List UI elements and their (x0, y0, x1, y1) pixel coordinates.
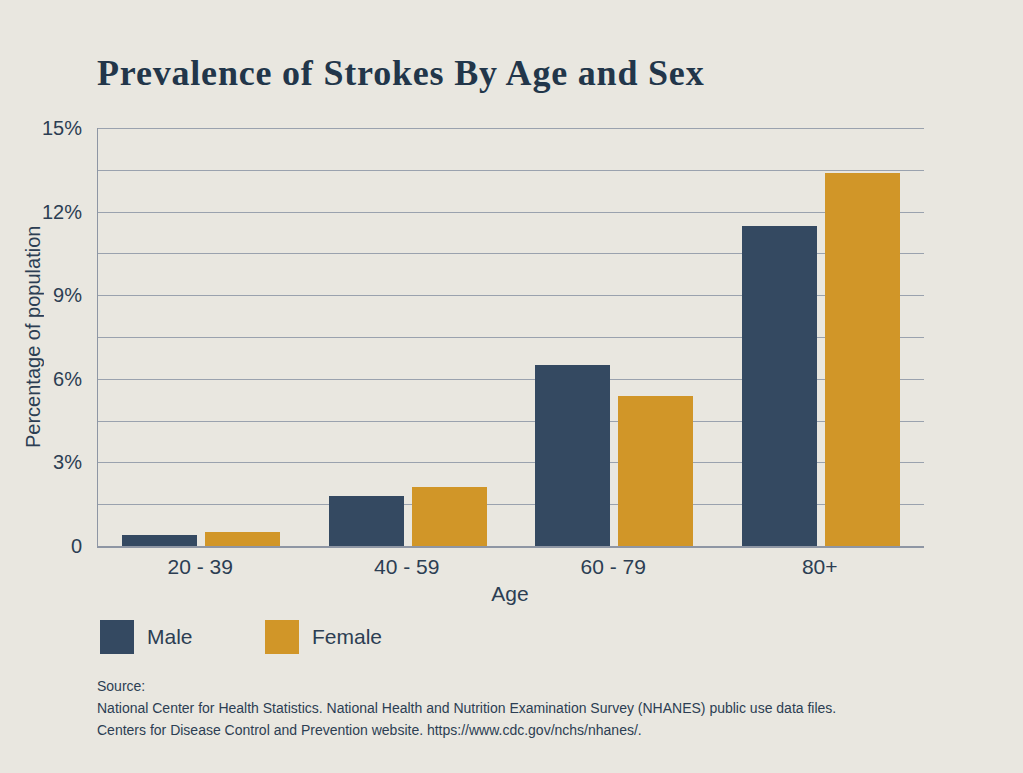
gridline (98, 170, 924, 171)
source-line-2: Centers for Disease Control and Preventi… (97, 719, 957, 741)
bar-male-20-39 (122, 535, 197, 546)
x-tick-label: 80+ (802, 554, 838, 580)
bar-female-20-39 (205, 532, 280, 546)
y-tick-label: 15% (42, 117, 82, 139)
x-tick-label: 40 - 59 (374, 554, 439, 580)
y-tick-label: 0 (71, 535, 82, 557)
bar-male-60-79 (535, 365, 610, 546)
source-line-1: National Center for Health Statistics. N… (97, 697, 957, 719)
y-tick-label: 9% (53, 284, 82, 306)
y-tick-label: 6% (53, 368, 82, 390)
infographic-canvas: Prevalence of Strokes By Age and Sex Per… (0, 0, 1023, 773)
x-axis-title: Age (97, 582, 923, 606)
source-label: Source: (97, 675, 957, 697)
bar-female-40-59 (412, 487, 487, 546)
plot-area (97, 128, 924, 548)
x-axis-labels: 20 - 39 40 - 59 60 - 79 80+ (97, 554, 923, 580)
y-tick-label: 3% (53, 451, 82, 473)
male-color-swatch (100, 620, 134, 654)
x-tick-label: 60 - 79 (581, 554, 646, 580)
bar-female-60-79 (618, 396, 693, 546)
bar-female-80+ (825, 173, 900, 546)
legend-label-female: Female (312, 620, 382, 654)
female-color-swatch (265, 620, 299, 654)
bar-male-80+ (742, 226, 817, 546)
y-tick-label: 12% (42, 201, 82, 223)
chart-legend: Male Female (0, 620, 1023, 654)
x-tick-label: 20 - 39 (168, 554, 233, 580)
gridline (98, 212, 924, 213)
bar-male-40-59 (329, 496, 404, 546)
y-axis-labels: 03%6%9%12%15% (0, 128, 89, 546)
source-block: Source: National Center for Health Stati… (97, 675, 957, 741)
legend-label-male: Male (147, 620, 193, 654)
legend-item-male: Male (100, 620, 193, 654)
chart-title: Prevalence of Strokes By Age and Sex (97, 52, 704, 94)
legend-item-female: Female (265, 620, 382, 654)
gridline (98, 128, 924, 129)
